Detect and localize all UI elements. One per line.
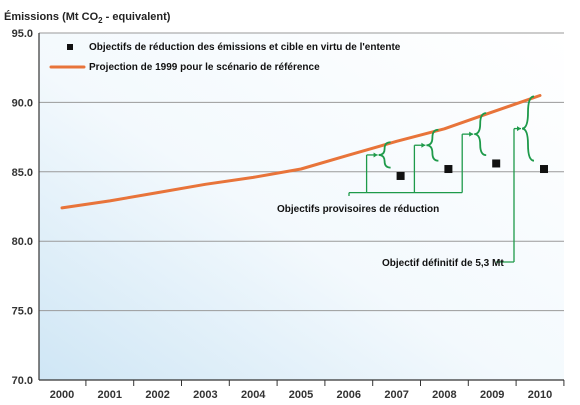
- x-tick-label: 2006: [337, 389, 361, 401]
- chart-marks: [60, 94, 548, 210]
- annotation-final-label: Objectif définitif de 5,3 Mt: [382, 258, 504, 269]
- interim-arrow-head: [421, 142, 426, 148]
- x-tick-label: 2007: [384, 389, 408, 401]
- axis-ticks: 70.0 75.0 80.0 85.0 90.0 95.0 2000 2001 2002 2003…: [12, 28, 565, 401]
- x-tick-label: 2010: [528, 389, 552, 401]
- target-marker: [492, 159, 501, 168]
- x-tick-label: 2002: [145, 389, 169, 401]
- target-marker: [396, 171, 405, 180]
- y-axis-label-end: - equivalent): [103, 11, 171, 23]
- x-tick-label: 2008: [432, 389, 456, 401]
- plot-background: [39, 33, 564, 380]
- x-tick-label: 2004: [241, 389, 266, 401]
- reduction-brace: [521, 95, 535, 162]
- projection-line: [60, 94, 542, 210]
- legend-marker-square: [67, 44, 73, 50]
- y-tick-label: 75.0: [12, 306, 33, 318]
- reduction-brace: [474, 112, 487, 157]
- x-tick-label: 2000: [50, 389, 74, 401]
- x-tick-label: 2001: [98, 389, 122, 401]
- interim-arrow-head: [373, 152, 378, 158]
- y-tick-label: 80.0: [12, 236, 33, 248]
- gridlines: [39, 32, 564, 312]
- y-axis-label-main: Émissions (Mt CO: [4, 10, 99, 23]
- annotations: [348, 95, 535, 263]
- final-arrow-head: [517, 126, 521, 132]
- legend: Objectifs de réduction des émissions et …: [49, 42, 401, 73]
- target-marker: [444, 165, 453, 174]
- y-axis-label-subscript: 2: [98, 16, 103, 25]
- y-tick-label: 85.0: [12, 167, 33, 179]
- y-axis-label: Émissions (Mt CO2 - equivalent): [4, 10, 171, 25]
- legend-label-projection: Projection de 1999 pour le scénario de r…: [89, 62, 320, 73]
- y-tick-label: 90.0: [12, 97, 33, 109]
- y-tick-label: 70.0: [12, 375, 33, 387]
- x-tick-label: 2003: [193, 389, 217, 401]
- reduction-brace: [426, 128, 439, 162]
- x-tick-label: 2009: [480, 389, 504, 401]
- reduction-brace: [378, 141, 391, 169]
- interim-arrow-head: [469, 131, 474, 137]
- target-marker: [540, 165, 548, 174]
- annotation-interim-label: Objectifs provisoires de réduction: [277, 204, 439, 215]
- x-tick-label: 2005: [289, 389, 313, 401]
- y-tick-label: 95.0: [12, 28, 33, 40]
- legend-label-targets: Objectifs de réduction des émissions et …: [89, 42, 401, 53]
